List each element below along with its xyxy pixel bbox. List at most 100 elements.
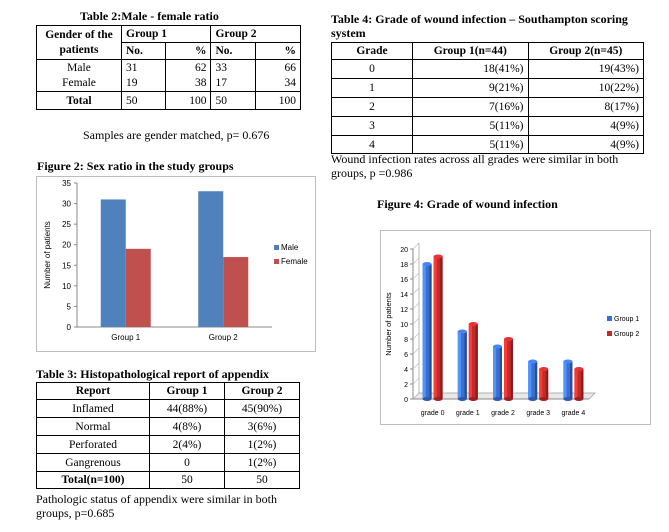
table-cell: 50	[224, 471, 300, 489]
table-cell: 34	[254, 75, 302, 92]
table2: Gender of the patients Group 1 Group 2 N…	[36, 25, 302, 110]
table3: Report Group 1 Group 2 Inflamed 44(88%) …	[36, 382, 300, 489]
table-cell: 31	[120, 59, 167, 76]
y-tick-label: 14	[400, 292, 408, 299]
table2-header-gender: Gender of the patients	[36, 25, 122, 60]
y-tick-depth	[412, 332, 420, 340]
x-tick-label: grade 4	[562, 410, 586, 417]
bar-base	[574, 397, 584, 401]
y-tick-label: 25	[62, 220, 71, 229]
bar-female-2	[223, 257, 249, 327]
y-tick-depth	[412, 392, 420, 400]
table-row: Total(n=100) 50 50	[36, 471, 300, 489]
table3-title: Table 3: Histopathological report of app…	[36, 367, 270, 381]
table-cell: 50	[120, 91, 167, 110]
legend-label-group1: Group 1	[614, 316, 639, 323]
y-tick-label: 10	[400, 322, 408, 329]
table-cell: 8(17%)	[527, 97, 644, 117]
table-cell: 3	[331, 116, 413, 136]
figure4-chart: 0 2 4 6 8 10 12 14 16 18 20 Number of patients grade…	[380, 230, 651, 425]
legend-label-male: Male	[281, 243, 299, 252]
bar-body	[504, 339, 513, 399]
y-tick-label: 18	[400, 262, 408, 269]
table-cell: 38	[165, 75, 212, 92]
table-cell: 100	[165, 91, 212, 110]
y-tick-label: 4	[404, 367, 408, 374]
figure4-title: Figure 4: Grade of wound infection	[377, 197, 558, 211]
x-tick-label: grade 0	[421, 410, 445, 417]
bar-shadow	[510, 339, 513, 399]
bar-base	[504, 397, 513, 401]
bar-body	[422, 264, 432, 399]
table-cell: Gangrenous	[36, 453, 150, 472]
bar-highlight	[433, 256, 437, 399]
y-tick-label: 0	[67, 323, 72, 332]
y-tick-label: 20	[400, 247, 408, 254]
table-row: 0 18(41%) 19(43%)	[331, 59, 644, 79]
y-tick-label: 10	[62, 282, 71, 291]
bar-shadow	[464, 331, 467, 399]
table2-sub-no-1: No.	[120, 42, 167, 60]
table-cell: 18(41%)	[412, 59, 529, 79]
table-cell: 44(88%)	[149, 399, 225, 418]
y-tick-label: 35	[62, 179, 71, 188]
bar-cap	[422, 262, 432, 266]
table-cell: 7(16%)	[412, 97, 529, 117]
bar-group1-grade2	[493, 344, 502, 401]
table-cell: 19(43%)	[527, 59, 644, 79]
y-tick-depth	[412, 347, 420, 355]
table-cell: 100	[254, 91, 302, 110]
bar-cap	[563, 359, 573, 364]
table-cell: Total	[36, 91, 122, 110]
table-cell: 5(11%)	[412, 116, 529, 136]
bar-cap	[528, 359, 538, 364]
legend-swatch-female	[274, 259, 279, 264]
y-tick-label: 15	[62, 261, 71, 270]
table-row: Male 31 62 33 66	[36, 59, 302, 76]
bar-shadow	[545, 369, 549, 399]
y-tick-depth	[412, 362, 420, 370]
bar-shadow	[581, 369, 584, 399]
table-cell: 1(2%)	[224, 435, 300, 454]
table-cell: 2(4%)	[149, 435, 225, 454]
bar-base	[457, 397, 467, 401]
bar-body	[563, 361, 573, 399]
bar-cap	[457, 329, 467, 334]
bar-shadow	[475, 324, 478, 399]
table3-header-group1: Group 1	[149, 382, 225, 400]
bar-shadow	[570, 361, 573, 399]
table3-header-group2: Group 2	[224, 382, 300, 400]
bar-male-1	[100, 199, 126, 327]
table-cell: 33	[210, 59, 256, 76]
y-tick-label: 6	[404, 352, 408, 359]
bar-highlight	[504, 339, 508, 399]
bar-highlight	[563, 361, 567, 399]
bar-female-1	[125, 248, 151, 327]
y-axis-label: Number of patients	[384, 292, 393, 356]
bar-base	[563, 397, 573, 401]
bar-group2-grade4	[574, 367, 584, 401]
figure2-chart: 0 5 10 15 20 25 30 35 Number of patients Group 1 G…	[36, 176, 316, 352]
table-cell: 17	[210, 75, 256, 92]
bar-body	[457, 331, 467, 399]
bar-cap	[539, 367, 549, 371]
bar-cap	[433, 254, 443, 259]
table-cell: 4(8%)	[149, 417, 225, 436]
table2-sub-pct-1: %	[165, 42, 212, 60]
table4-header-group2: Group 2(n=45)	[527, 42, 644, 60]
table3-header-report: Report	[36, 382, 150, 400]
table-cell: 10(22%)	[527, 78, 644, 98]
table-cell: Perforated	[36, 435, 150, 454]
table-row: Perforated 2(4%) 1(2%)	[36, 435, 300, 454]
table-cell: 62	[165, 59, 212, 76]
bar-shadow	[534, 361, 538, 399]
bar-shadow	[440, 256, 443, 399]
bar-shadow	[429, 264, 432, 399]
bar-highlight	[457, 331, 461, 399]
table-cell: 50	[149, 471, 225, 489]
bar-highlight	[493, 346, 497, 399]
y-tick-label: 5	[67, 302, 72, 311]
table2-sub-pct-2: %	[254, 42, 302, 60]
y-tick-depth	[412, 377, 420, 385]
bar-base	[493, 397, 502, 401]
